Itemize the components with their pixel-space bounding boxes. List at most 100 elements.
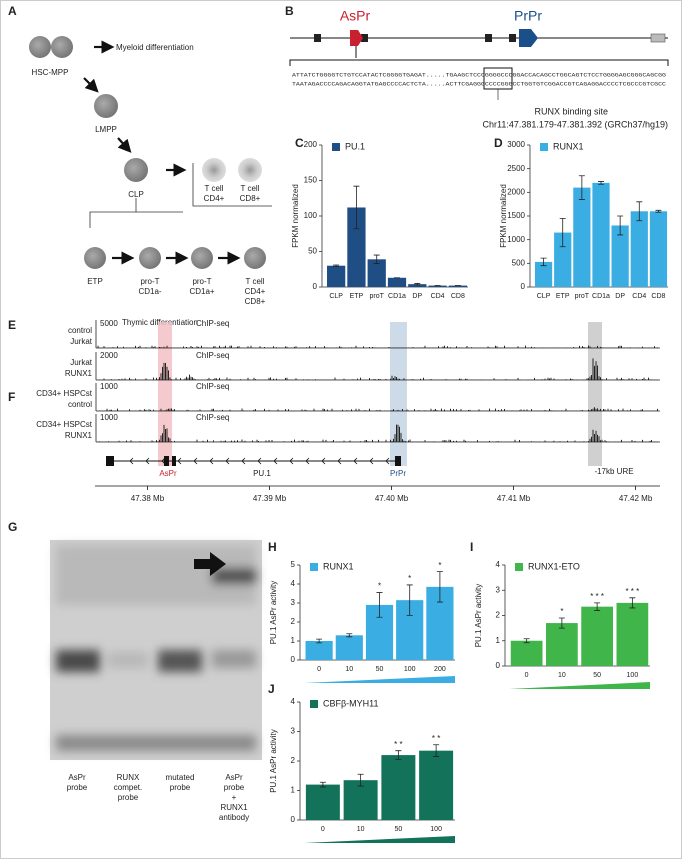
x-tick-label: 10 <box>357 826 365 833</box>
bar <box>630 211 648 287</box>
arrow <box>117 137 132 153</box>
error-bar <box>433 744 440 757</box>
y-tick-label: 150 <box>304 176 318 185</box>
track-assay: ChIP-seq <box>196 382 229 391</box>
exon <box>509 34 516 42</box>
error-bar <box>414 283 421 286</box>
arrow <box>194 552 226 576</box>
y-tick-label: 1 <box>291 636 296 645</box>
panel-letter: F <box>8 390 15 404</box>
bar <box>335 635 363 660</box>
x-tick-label: CD4 <box>431 293 445 300</box>
gene-exon <box>106 456 114 466</box>
highlight <box>158 322 172 466</box>
y-tick-label: 200 <box>304 140 318 149</box>
prpr-marker <box>519 29 538 47</box>
y-tick-label: 2000 <box>507 187 525 196</box>
cell <box>29 36 51 58</box>
error-bar <box>578 175 585 200</box>
band <box>212 650 256 668</box>
x-tick-label: 200 <box>434 666 446 673</box>
y-axis-label: PU.1 AsPr activity <box>474 584 483 648</box>
significance: * <box>560 607 563 616</box>
legend-swatch <box>540 143 548 151</box>
x-tick-label: 100 <box>430 826 442 833</box>
exon <box>650 33 666 43</box>
lane-label: mutated <box>166 773 195 782</box>
track-name: CD34+ HSPCst <box>36 389 93 398</box>
legend-swatch <box>310 700 318 708</box>
y-tick-label: 100 <box>304 211 318 220</box>
error-bar <box>636 201 643 222</box>
track-assay: ChIP-seq <box>196 351 229 360</box>
gene-label: -17kb URE <box>594 467 633 476</box>
error-bar <box>376 592 383 618</box>
label: CLP <box>128 190 144 199</box>
error-bar <box>523 638 530 644</box>
x-tick-label: ETP <box>350 293 364 300</box>
x-tick-label: 47.40 Mb <box>375 494 409 503</box>
y-tick-label: 5 <box>291 560 296 569</box>
bar <box>367 259 386 287</box>
x-tick-label: 47.39 Mb <box>253 494 287 503</box>
panel-letter: A <box>8 4 17 18</box>
band <box>56 650 100 672</box>
track-name: RUNX1 <box>65 431 93 440</box>
x-tick-label: 47.38 Mb <box>131 494 165 503</box>
label: Myeloid differentiation <box>116 43 194 52</box>
x-tick-label: 0 <box>321 826 325 833</box>
error-bar <box>598 181 604 185</box>
x-tick-label: proT <box>575 293 590 300</box>
panel-g: AsPrprobeRUNXcompet.probemutatedprobeAsP… <box>50 540 262 822</box>
band <box>212 568 256 584</box>
track-name: RUNX1 <box>65 369 93 378</box>
error-bar <box>395 750 402 760</box>
y-tick-label: 4 <box>496 560 501 569</box>
signal <box>97 358 658 380</box>
x-tick-label: 10 <box>558 672 566 679</box>
error-bar <box>316 638 323 644</box>
y-tick-label: 2 <box>496 611 501 620</box>
panel-letter: D <box>494 136 503 150</box>
x-tick-label: CLP <box>537 293 551 300</box>
cell <box>238 158 262 182</box>
lane-label: probe <box>67 783 88 792</box>
label: pro-T <box>140 277 159 286</box>
panel-letters: A B C D E F G H I J <box>8 4 503 696</box>
gene-chevrons <box>129 457 390 465</box>
cell <box>94 94 118 118</box>
x-tick-label: ETP <box>556 293 570 300</box>
panel-letter: J <box>268 682 275 696</box>
concentration-wedge <box>509 682 650 689</box>
label: CD1a+ <box>189 287 214 296</box>
band <box>56 735 256 751</box>
bar <box>327 265 346 287</box>
bar <box>616 602 649 666</box>
lane-label: probe <box>118 793 139 802</box>
y-tick-label: 1500 <box>507 211 525 220</box>
y-tick-label: 0 <box>291 655 296 664</box>
x-tick-label: 50 <box>394 826 402 833</box>
panel-a: HSC-MPP Myeloid differentiation LMPP CLP… <box>29 36 272 327</box>
cell <box>191 247 213 269</box>
x-tick-label: 0 <box>525 672 529 679</box>
highlight <box>588 322 602 466</box>
error-bar <box>617 215 624 236</box>
label: T cell <box>241 184 260 193</box>
arrow <box>83 77 99 93</box>
panel-e: control Jurkat 5000 ChIP-seq Jurkat RUNX1 2000… <box>36 319 660 503</box>
lane-label: + <box>232 793 237 802</box>
y-tick-label: 2 <box>291 756 296 765</box>
bar <box>581 606 613 666</box>
legend-label: RUNX1 <box>553 141 584 151</box>
x-tick-label: 0 <box>317 666 321 673</box>
x-tick-label: 10 <box>345 666 353 673</box>
significance: * * * <box>590 592 604 601</box>
cell <box>51 36 73 58</box>
y-tick-label: 0 <box>521 282 526 291</box>
error-bar <box>346 633 353 638</box>
x-tick-label: CLP <box>329 293 343 300</box>
error-bar <box>373 254 380 264</box>
error-bar <box>594 602 601 611</box>
x-tick-label: proT <box>370 293 385 300</box>
